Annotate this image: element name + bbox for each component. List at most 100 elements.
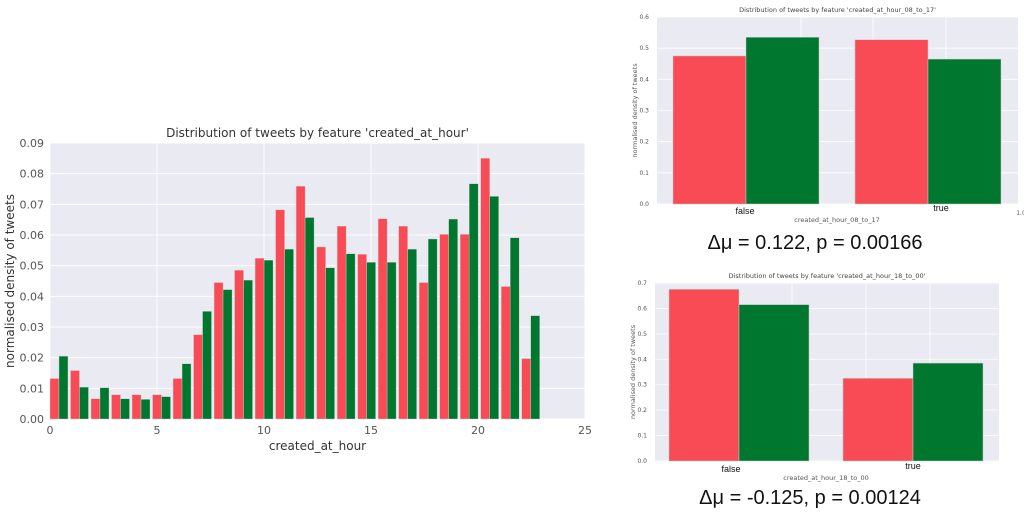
bar-red-hour-15: [357, 254, 367, 420]
bar-red-hour-7: [193, 334, 203, 420]
bar-green-false: [738, 304, 810, 462]
x-tick-label: 20: [471, 424, 485, 437]
bar-green-hour-11: [284, 248, 294, 420]
bar-red-hour-9: [234, 270, 244, 420]
y-tick-label: 0.0: [637, 458, 647, 465]
bar-red-hour-5: [152, 394, 162, 420]
x-tick-label: 10: [257, 424, 271, 437]
bar-green-hour-17: [407, 248, 417, 420]
y-tick-label: 0.6: [637, 305, 647, 312]
bar-green-hour-6: [181, 363, 192, 420]
bar-red-hour-2: [90, 398, 101, 420]
bar-red-hour-6: [172, 378, 183, 420]
y-tick-label: 0.4: [639, 76, 649, 83]
y-tick-label: 0.05: [20, 260, 45, 273]
y-tick-label: 0.00: [20, 413, 45, 426]
bar-green-hour-14: [345, 253, 356, 420]
y-axis-label: normalised density of tweets: [631, 63, 639, 158]
bar-green-hour-12: [304, 217, 315, 420]
bar-red-hour-13: [316, 246, 326, 420]
y-tick-label: 0.3: [639, 108, 649, 115]
y-tick-label: 0.01: [20, 382, 45, 395]
y-tick-label: 0.7: [637, 280, 647, 287]
bar-red-hour-20: [459, 234, 470, 420]
bar-green-hour-19: [448, 218, 458, 420]
x-tick-label: 15: [364, 424, 378, 437]
bar-green-hour-18: [427, 238, 438, 420]
x-tick-label-true: true: [933, 203, 949, 213]
bar-green-hour-15: [366, 262, 376, 420]
bar-green-hour-20: [468, 183, 479, 420]
bar-red-hour-10: [254, 258, 265, 420]
bar-green-hour-8: [222, 289, 233, 420]
bar-red-hour-14: [336, 225, 347, 420]
bar-green-hour-1: [79, 386, 89, 420]
bar-green-hour-7: [202, 311, 212, 420]
y-tick-label: 0.03: [20, 321, 45, 334]
chart-title: Distribution of tweets by feature 'creat…: [166, 126, 469, 140]
x-tick-label-true: true: [905, 461, 921, 471]
y-axis-label: normalised density of tweets: [3, 194, 17, 368]
y-tick-label: 0.2: [639, 139, 649, 146]
bar-green-hour-0: [58, 355, 69, 420]
y-tick-label: 0.5: [637, 331, 647, 338]
bar-red-hour-0: [49, 378, 60, 420]
bar-red-false: [668, 289, 740, 462]
bar-red-true: [842, 378, 914, 462]
x-axis-label: created_at_hour_18_to_00: [783, 474, 869, 482]
bar-green-hour-2: [99, 387, 110, 420]
bar-green-hour-9: [243, 279, 253, 420]
bar-red-false: [672, 55, 747, 205]
bar-green-true: [912, 362, 984, 462]
y-tick-label: 0.07: [20, 198, 45, 211]
bar-green-false: [745, 37, 820, 205]
y-tick-label: 0.5: [639, 45, 649, 52]
bar-green-hour-4: [140, 399, 151, 420]
y-tick-label: 0.09: [20, 137, 45, 150]
x-tick-label: 5: [154, 424, 161, 437]
y-tick-label: 0.2: [637, 407, 647, 414]
bar-green-true: [927, 58, 1002, 205]
bar-red-hour-11: [275, 209, 285, 420]
bar-green-hour-21: [489, 196, 499, 420]
bar-green-hour-13: [325, 267, 335, 420]
bar-red-hour-17: [398, 225, 408, 420]
bar-green-hour-3: [120, 398, 130, 420]
stat-annotation-08-to-17: Δμ = 0.122, p = 0.00166: [707, 232, 923, 254]
bar-red-hour-19: [439, 234, 449, 420]
x-tick-label-false: false: [735, 206, 754, 216]
bar-red-hour-8: [213, 282, 224, 420]
bar-green-hour-23: [530, 315, 540, 420]
chart-title: Distribution of tweets by feature 'creat…: [739, 6, 936, 14]
y-tick-label: 0.3: [637, 382, 647, 389]
y-tick-label: 0.1: [639, 170, 649, 177]
y-tick-label: 0.02: [20, 352, 45, 365]
chart-title: Distribution of tweets by feature 'creat…: [729, 272, 926, 280]
x-tick-label-false: false: [721, 464, 740, 474]
bar-red-hour-16: [377, 218, 388, 420]
bar-red-hour-18: [418, 282, 429, 420]
bar-red-hour-4: [131, 394, 142, 420]
bar-red-hour-23: [521, 358, 531, 420]
stat-annotation-18-to-00: Δμ = -0.125, p = 0.00124: [699, 487, 921, 509]
bar-red-hour-12: [295, 186, 306, 420]
y-tick-label: 0.0: [639, 201, 649, 208]
x-tick-label: 25: [578, 424, 592, 437]
bar-red-hour-3: [111, 394, 121, 420]
bar-green-hour-5: [161, 396, 171, 420]
y-tick-label: 0.1: [637, 433, 647, 440]
y-tick-label: 0.08: [20, 168, 45, 181]
y-tick-label: 0.4: [637, 356, 647, 363]
bar-red-hour-21: [480, 158, 490, 420]
x-axis-label: created_at_hour_08_to_17: [794, 216, 880, 224]
bar-red-true: [854, 39, 929, 205]
bar-red-hour-22: [500, 286, 511, 420]
x-axis-label: created_at_hour: [269, 439, 366, 453]
x-tick-label-extra: 1.0: [1016, 210, 1024, 217]
y-tick-label: 0.04: [20, 290, 45, 303]
bar-green-hour-16: [386, 262, 397, 420]
y-tick-label: 0.6: [639, 14, 649, 21]
bar-green-hour-22: [509, 237, 520, 420]
y-tick-label: 0.06: [20, 229, 45, 242]
